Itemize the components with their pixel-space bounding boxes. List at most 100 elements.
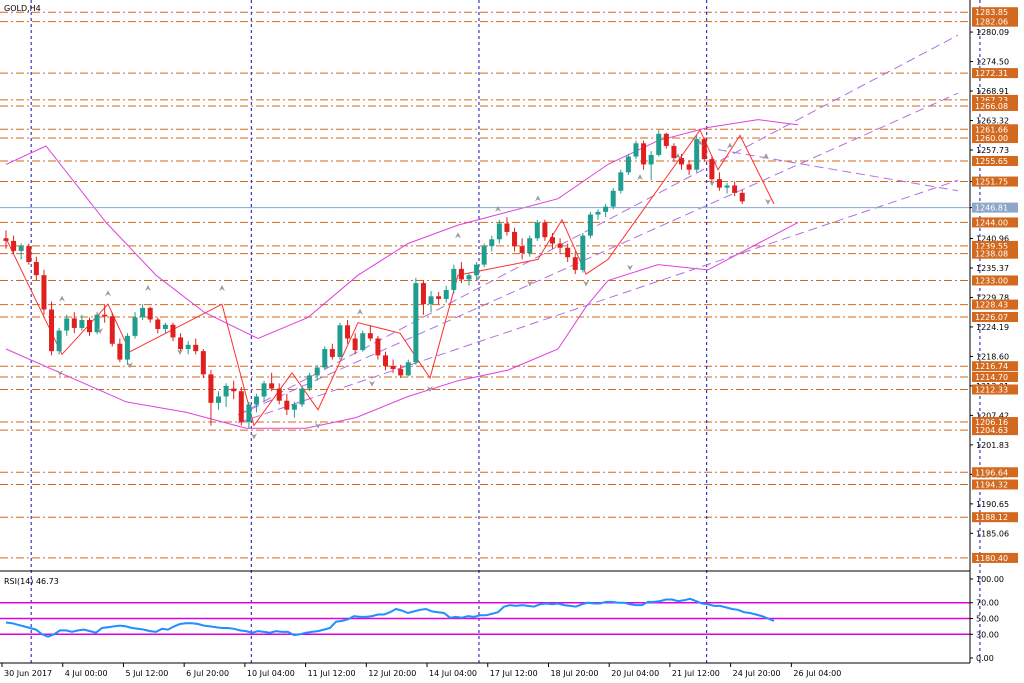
price-axis-label: 1274.50 [976,58,1009,67]
bull-candle [466,275,472,280]
bull-candle [56,330,62,352]
bear-candle [542,222,548,238]
bear-candle [504,223,510,232]
bear-candle [26,246,32,262]
time-axis-label: 11 Jul 12:00 [308,669,356,678]
price-axis-label: 1190.65 [976,500,1009,509]
bull-candle [94,314,100,333]
fractal-up-icon [357,308,363,315]
bear-candle [109,316,115,344]
bear-candle [200,351,206,375]
bull-candle [534,222,540,239]
bear-candle [709,159,715,180]
time-axis-label: 30 Jun 2017 [4,669,52,678]
price-axis-label: 1280.09 [976,28,1009,37]
bull-candle [443,289,449,299]
price-axis-label: 1268.91 [976,87,1009,96]
rsi-axis-label: 100.00 [976,575,1004,584]
bull-candle [580,235,586,270]
bull-candle [253,396,259,405]
price-axis-label: 1263.32 [976,117,1009,126]
fractal-up-icon [697,139,703,146]
time-axis-label: 5 Jul 12:00 [125,669,168,678]
level-price-label: 1233.00 [975,276,1008,285]
level-price-tag [972,240,1018,251]
bear-candle [284,400,290,410]
fractal-up-icon [763,153,769,160]
bear-candle [238,391,244,422]
time-axis-label: 4 Jul 00:00 [65,669,108,678]
level-price-tag [972,425,1018,436]
fractal-up-icon [455,232,461,239]
bull-candle [428,296,434,305]
level-price-label: 1206.16 [975,418,1008,427]
fractal-down-icon [527,280,533,287]
bear-candle [641,143,647,165]
price-axis-label: 1224.19 [976,323,1009,332]
bull-candle [261,383,267,397]
bear-candle [739,192,745,202]
bear-candle [193,344,199,352]
price-axis-label: 1240.96 [976,234,1009,243]
rsi-panel: 100.00 70.00 50.00 30.00 0.00 [0,570,1004,663]
level-price-label: 1282.06 [975,18,1008,27]
level-price-tag [972,16,1018,27]
level-price-label: 1272.31 [975,69,1008,78]
bear-candle [375,338,381,356]
bull-candle [618,172,624,191]
bull-candle [132,317,138,336]
fractal-up-icon [145,285,151,292]
bull-candle [481,246,487,265]
bull-candle [291,404,297,410]
level-price-label: 1204.63 [975,426,1008,435]
bull-candle [79,320,85,328]
trendline [237,34,959,416]
level-price-tag [972,7,1018,18]
level-price-tag [972,68,1018,79]
bull-candle [489,239,495,247]
bull-candle [413,283,419,363]
level-price-label: 1261.66 [975,125,1008,134]
candles [3,130,745,429]
bear-candle [519,246,525,254]
bear-candle [3,238,9,241]
bear-candle [11,240,17,251]
price-axis-label: 1207.42 [976,411,1009,420]
rsi-axis-label: 30.00 [976,630,999,639]
fractals [57,139,771,440]
bull-candle [322,349,328,368]
fractal-up-icon [675,153,681,160]
bear-candle [147,307,153,320]
level-price-label: 1188.12 [975,513,1008,522]
bull-candle [496,223,502,240]
trendline [237,179,959,424]
bull-candle [451,268,457,290]
bull-candle [724,185,730,188]
bear-candle [170,324,176,338]
bear-candle [458,268,464,280]
bull-candle [140,307,146,318]
level-price-tag [972,467,1018,478]
level-price-tag [972,312,1018,323]
bear-candle [383,355,388,366]
fractal-down-icon [765,198,771,205]
bull-candle [656,133,662,155]
bull-candle [360,333,366,351]
bull-candle [299,388,305,405]
bear-candle [512,231,518,247]
fractal-up-icon [637,174,643,181]
level-price-label: 1255.65 [975,157,1008,166]
fractal-down-icon [177,349,183,356]
bear-candle [102,314,108,317]
fractal-down-icon [369,380,375,387]
level-price-tag [972,384,1018,395]
fractal-down-icon [427,385,433,392]
bull-candle [648,154,654,165]
level-price-tag [972,124,1018,135]
level-price-label: 1244.00 [975,218,1008,227]
bear-candle [352,338,358,351]
bull-candle [337,325,343,357]
level-price-label: 1196.64 [975,468,1008,477]
time-axis-label: 10 Jul 04:00 [247,669,295,678]
